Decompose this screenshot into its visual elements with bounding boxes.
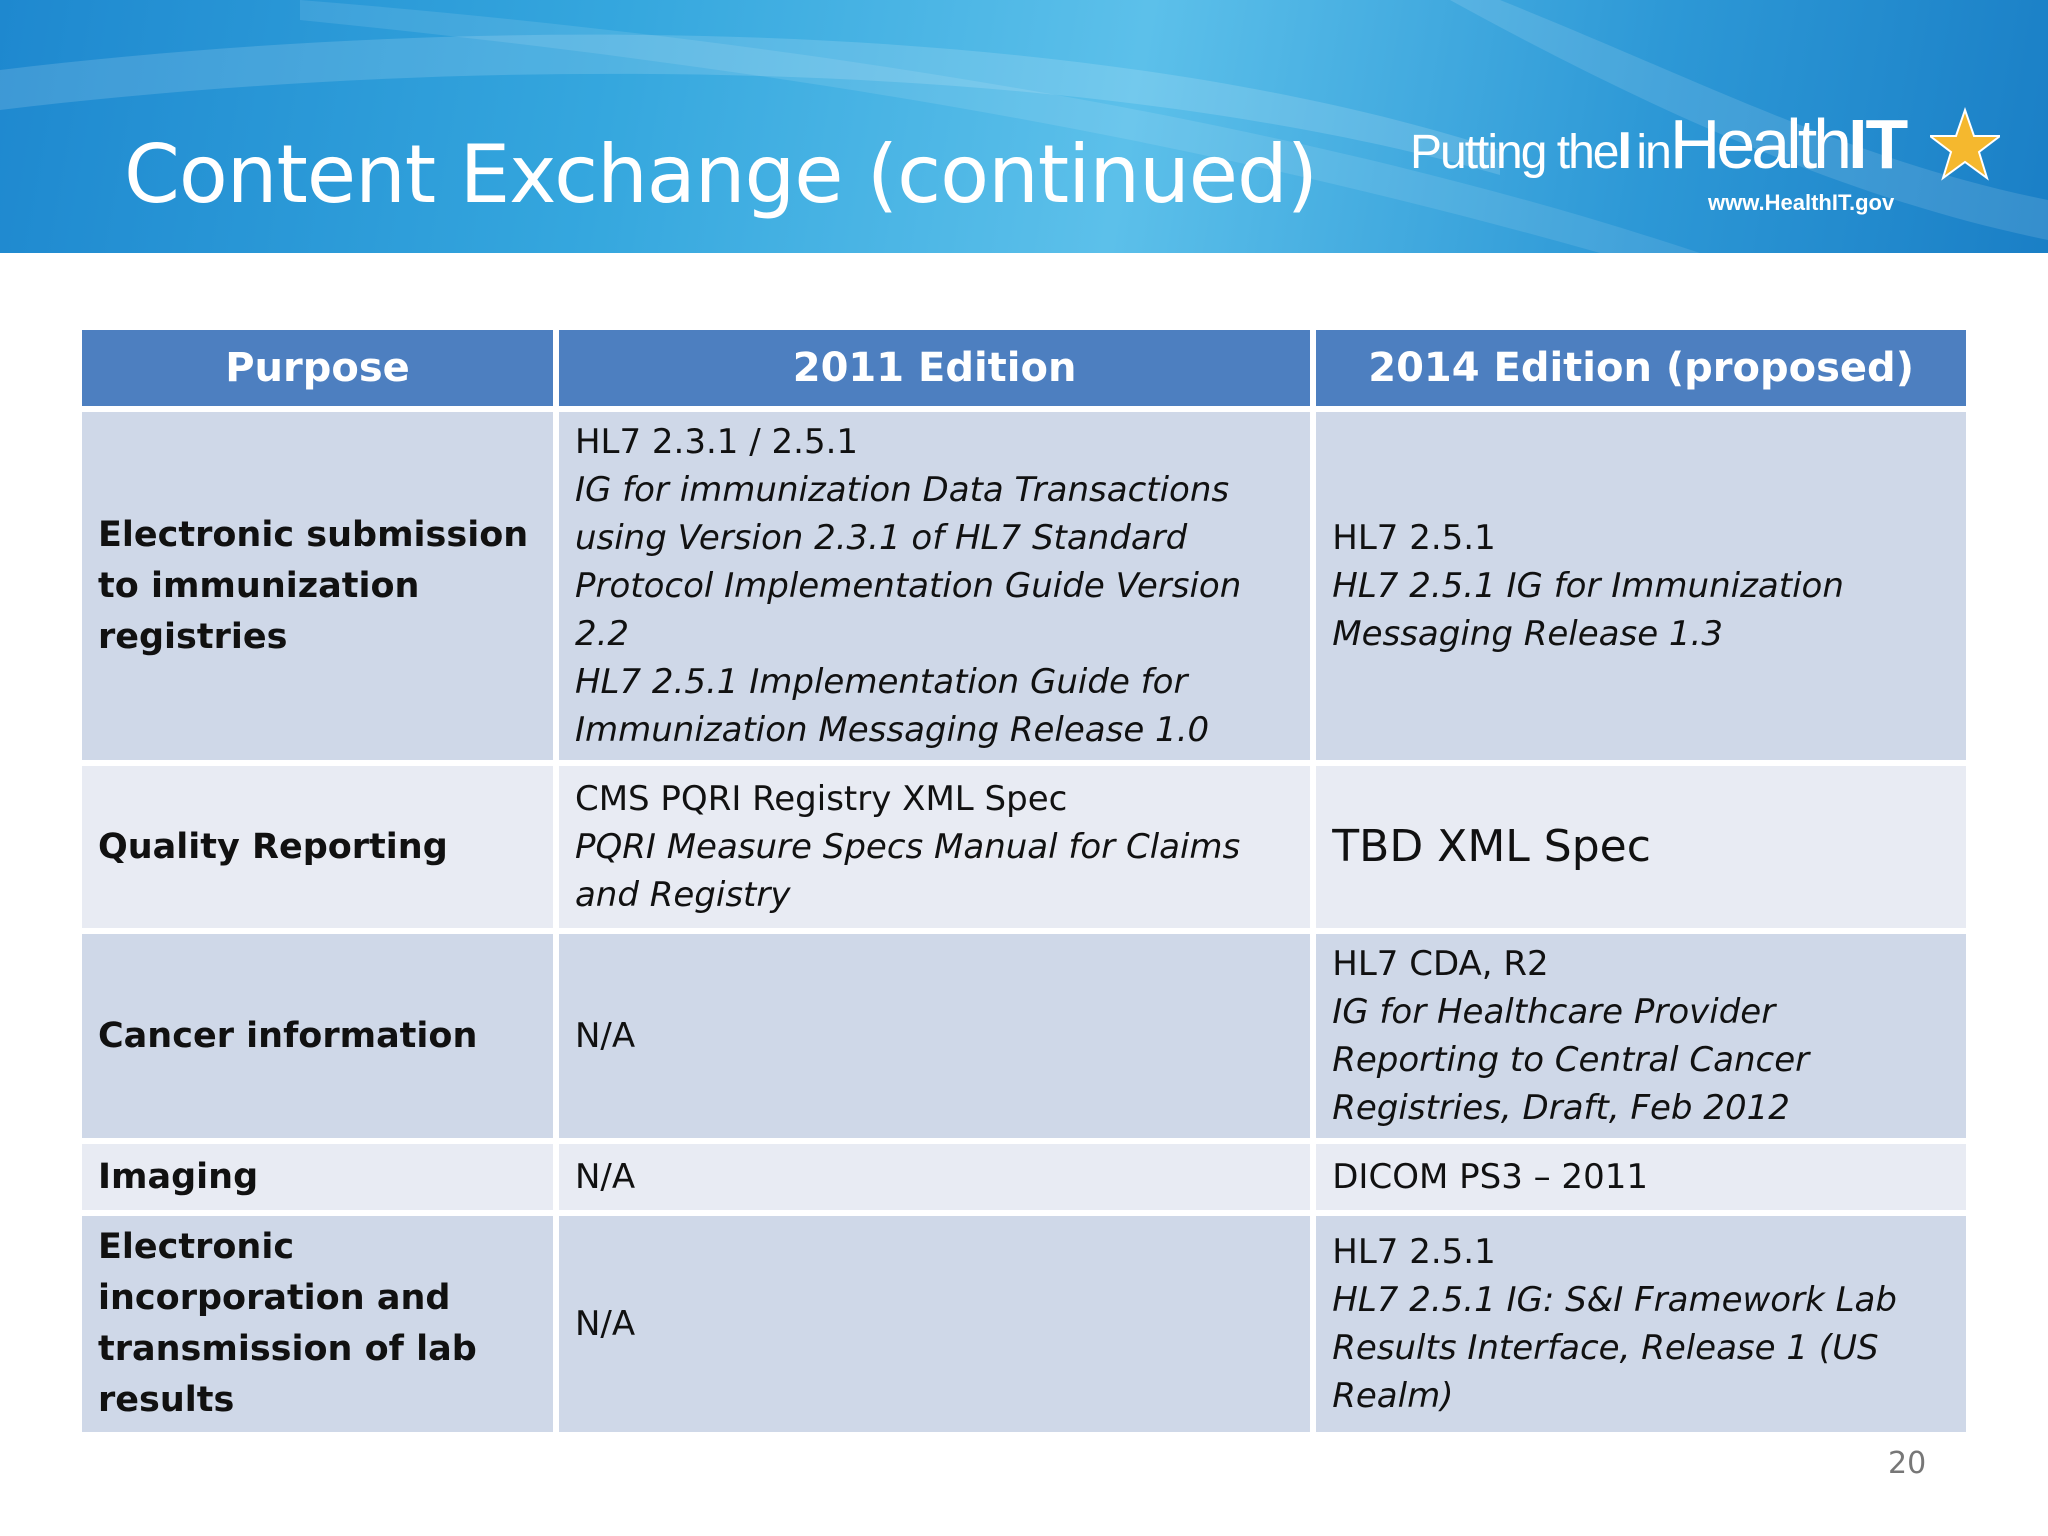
standard-name: CMS PQRI Registry XML Spec: [574, 779, 1068, 819]
standard-guide: HL7 2.5.1 IG: S&I Framework Lab Results …: [1332, 1280, 1897, 1416]
edition-2011-cell: N/A: [558, 934, 1311, 1138]
table-header-row: Purpose 2011 Edition 2014 Edition (propo…: [82, 330, 1966, 406]
edition-2014-cell: HL7 CDA, R2 IG for Healthcare Provider R…: [1316, 934, 1966, 1138]
standard-name: N/A: [574, 1016, 636, 1056]
edition-2011-cell: N/A: [558, 1144, 1311, 1210]
edition-2011-cell: CMS PQRI Registry XML Spec PQRI Measure …: [558, 766, 1311, 928]
standard-name: N/A: [574, 1304, 636, 1344]
purpose-cell: Quality Reporting: [82, 766, 553, 928]
edition-2014-cell: DICOM PS3 – 2011: [1316, 1144, 1966, 1210]
standard-name: HL7 CDA, R2: [1332, 944, 1549, 984]
logo-text-putting: Putting the: [1410, 126, 1619, 179]
purpose-cell: Cancer information: [82, 934, 553, 1138]
edition-2014-cell: TBD XML Spec: [1316, 766, 1966, 928]
logo-text-health: Health: [1669, 105, 1852, 183]
logo-text-in: in: [1636, 126, 1671, 179]
standard-name: HL7 2.3.1 / 2.5.1: [574, 422, 859, 462]
slide-title: Content Exchange (continued): [124, 128, 1318, 221]
logo-url: www.HealthIT.gov: [1708, 190, 1895, 215]
standard-guide: IG for immunization Data Transactions us…: [574, 470, 1242, 654]
edition-2014-cell: HL7 2.5.1 HL7 2.5.1 IG: S&I Framework La…: [1316, 1216, 1966, 1432]
purpose-cell: Electronic incorporation and transmissio…: [82, 1216, 553, 1432]
header-2011-edition: 2011 Edition: [558, 330, 1311, 406]
standard-guide: PQRI Measure Specs Manual for Claims and…: [574, 827, 1241, 915]
table-row: Electronic submission to immunization re…: [82, 412, 1966, 760]
slide-header: Content Exchange (continued) Putting the…: [0, 0, 2048, 253]
standard-guide: IG for Healthcare Provider Reporting to …: [1332, 992, 1810, 1128]
header-swoosh-decoration: [0, 0, 2048, 253]
standard-name: HL7 2.5.1: [1332, 1232, 1496, 1272]
purpose-cell: Electronic submission to immunization re…: [82, 412, 553, 760]
standard-guide: HL7 2.5.1 IG for Immunization Messaging …: [1332, 566, 1844, 654]
healthit-logo: Putting theI inHealthIT www.HealthIT.gov: [1410, 104, 2010, 224]
content-exchange-table: Purpose 2011 Edition 2014 Edition (propo…: [76, 324, 1972, 1438]
table-row: Electronic incorporation and transmissio…: [82, 1216, 1966, 1432]
header-2014-edition: 2014 Edition (proposed): [1316, 330, 1966, 406]
edition-2014-cell: HL7 2.5.1 HL7 2.5.1 IG for Immunization …: [1316, 412, 1966, 760]
logo-text-it: IT: [1848, 105, 1908, 183]
star-icon: [1930, 106, 2000, 181]
table-row: Cancer information N/A HL7 CDA, R2 IG fo…: [82, 934, 1966, 1138]
logo-text-i: I: [1617, 122, 1632, 180]
standard-name: TBD XML Spec: [1332, 821, 1651, 872]
standard-name: DICOM PS3 – 2011: [1332, 1157, 1648, 1197]
edition-2011-cell: HL7 2.3.1 / 2.5.1 IG for immunization Da…: [558, 412, 1311, 760]
header-purpose: Purpose: [82, 330, 553, 406]
table-row: Imaging N/A DICOM PS3 – 2011: [82, 1144, 1966, 1210]
edition-2011-cell: N/A: [558, 1216, 1311, 1432]
standard-guide: HL7 2.5.1 Implementation Guide for Immun…: [574, 662, 1210, 750]
page-number: 20: [1888, 1446, 1927, 1481]
purpose-cell: Imaging: [82, 1144, 553, 1210]
standard-name: N/A: [574, 1157, 636, 1197]
standard-name: HL7 2.5.1: [1332, 518, 1496, 558]
table-row: Quality Reporting CMS PQRI Registry XML …: [82, 766, 1966, 928]
